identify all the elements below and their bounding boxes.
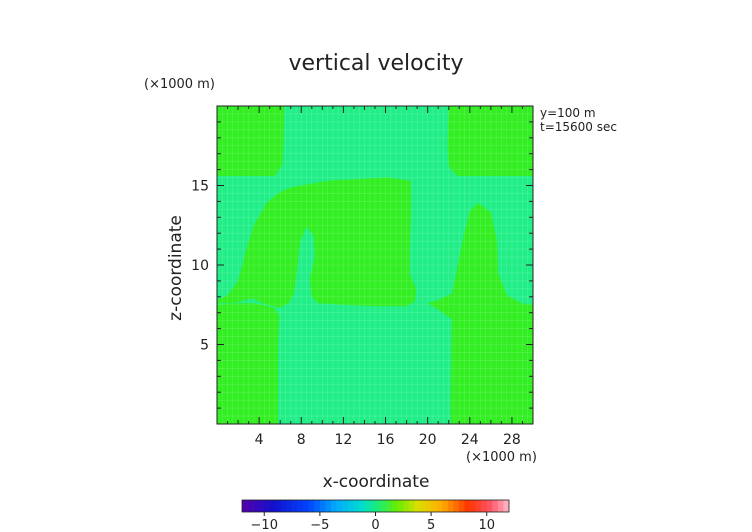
region-top-right-corner [447,106,533,176]
colorbar-cell [497,500,504,512]
colorbar-cell [414,500,421,512]
colorbar-cell [381,500,387,512]
colorbar-cell [264,500,271,512]
colorbar-cell [408,500,415,512]
y-axis-ticks: 5 10 15 [191,121,533,409]
colorbar-cell [492,500,499,512]
colorbar-cell [420,500,426,512]
x-tick-label: 8 [297,432,306,448]
colorbar-cell [364,500,371,512]
x-tick-label: 24 [461,432,479,448]
colorbar-cell [269,500,276,512]
colorbar-cell [392,500,399,512]
x-axis-unit: (×1000 m) [466,450,537,465]
colorbar-cell [303,500,310,512]
colorbar-cell [431,500,437,512]
colorbar-cell [425,500,432,512]
colorbar-cell [453,500,460,512]
region-center-positive [217,177,417,308]
y-tick-label: 5 [200,338,209,354]
chart-title: vertical velocity [288,51,463,76]
colorbar-cell [347,500,354,512]
colorbar-cell [336,500,343,512]
colorbar-tick-label: 10 [478,518,495,532]
colorbar-cell [503,500,510,512]
y-tick-label: 10 [191,258,209,274]
x-axis-ticks: 4 8 12 16 20 24 28 [227,106,523,448]
x-tick-label: 20 [419,432,437,448]
colorbar-cell [386,500,393,512]
x-tick-label: 12 [334,432,352,448]
colorbar-cell [331,500,337,512]
colorbar-cell [369,500,376,512]
colorbar-tick-label: 5 [427,518,435,532]
annotation-y: y=100 m [540,106,596,120]
colorbar-cell [397,500,404,512]
colorbar-cell [447,500,454,512]
annotation-t: t=15600 sec [540,120,617,134]
colorbar-ticks: −10 −5 0 5 10 [251,512,495,532]
colorbar-tick-label: −10 [251,518,278,532]
colorbar-cell [308,500,315,512]
x-axis-label: x-coordinate [323,472,430,492]
colorbar-cell [464,500,471,512]
y-axis-unit: (×1000 m) [144,77,215,92]
colorbar-cell [470,500,476,512]
x-tick-label: 4 [255,432,264,448]
colorbar-cell [375,500,382,512]
region-top-left-corner [217,106,285,176]
colorbar-cell [292,500,298,512]
colorbar-tick-label: −5 [310,518,329,532]
colorbar-cell [475,500,482,512]
colorbar-cell [403,500,410,512]
colorbar-cell [280,500,287,512]
colorbar-cell [297,500,304,512]
region-right-lower-strip [450,304,533,424]
colorbar-cell [358,500,365,512]
colorbar-cell [319,500,326,512]
colorbar-cell [442,500,449,512]
colorbar-cell [314,500,321,512]
colorbar [241,499,510,513]
regions-clipped [217,106,533,424]
colorbar-cell [275,500,282,512]
plot-area [216,105,534,425]
colorbar-tick-label: 0 [371,518,379,532]
y-axis-label: z-coordinate [166,215,186,321]
x-tick-label: 16 [377,432,395,448]
colorbar-cell [342,500,348,512]
colorbar-cell [286,500,293,512]
x-tick-label: 28 [503,432,521,448]
region-left-lower-strip [217,303,280,424]
colorbar-cell [486,500,493,512]
colorbar-cell [353,500,360,512]
colorbar-cell [325,500,332,512]
colorbar-cell [242,500,248,512]
y-tick-label: 15 [191,179,209,195]
colorbar-cell [458,500,465,512]
colorbar-cell [258,500,265,512]
colorbar-cell [247,500,254,512]
grid-lines [217,106,533,424]
colorbar-cell [253,500,259,512]
colorbar-cell [481,500,488,512]
colorbar-cell [436,500,443,512]
contour-regions [217,106,533,424]
